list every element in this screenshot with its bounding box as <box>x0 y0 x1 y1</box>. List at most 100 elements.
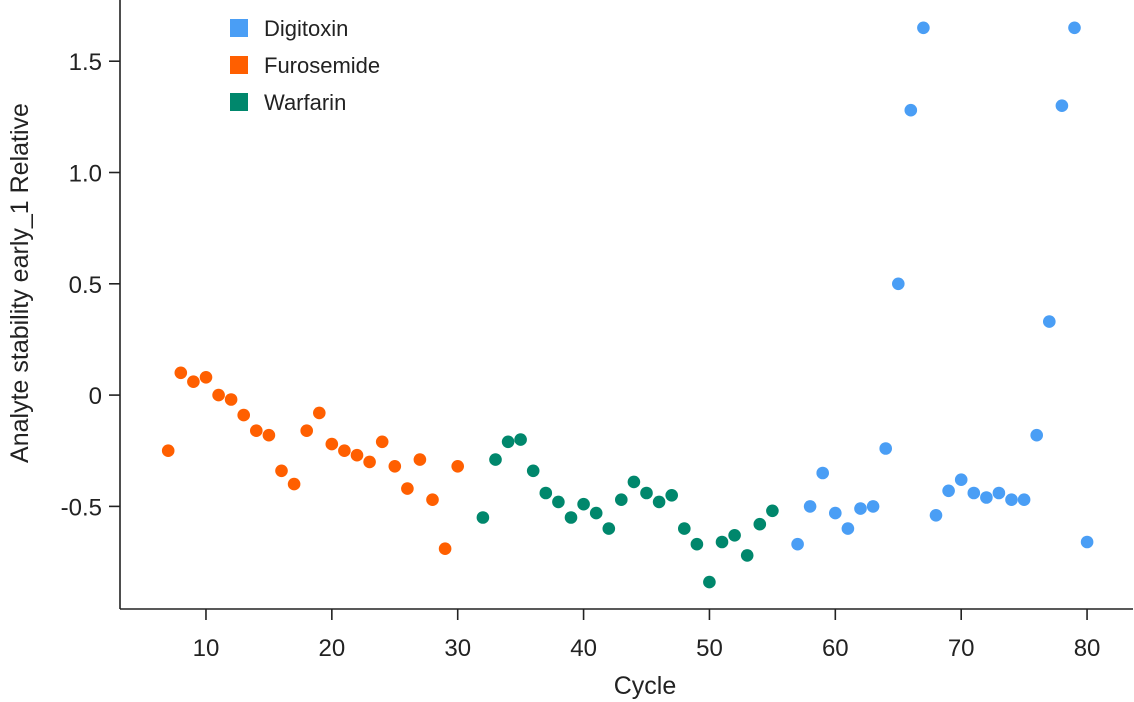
data-point-digitoxin <box>854 502 867 515</box>
y-ticks: 1.5 1.0 0.5 0 -0.5 <box>61 49 120 521</box>
legend-label: Furosemide <box>264 53 380 78</box>
data-point-warfarin <box>690 537 704 551</box>
data-point-digitoxin <box>1005 493 1018 507</box>
x-tick-label: 70 <box>948 635 975 662</box>
data-point-furosemide <box>426 493 439 507</box>
data-point-digitoxin <box>803 500 817 513</box>
data-point-furosemide <box>237 408 250 422</box>
data-point-warfarin <box>728 529 741 542</box>
data-point-digitoxin <box>1017 493 1031 507</box>
legend-item-digitoxin: Digitoxin <box>230 16 348 41</box>
data-point-warfarin <box>489 453 502 466</box>
data-point-furosemide <box>325 437 339 451</box>
data-point-furosemide <box>212 388 225 402</box>
x-axis-title: Cycle <box>614 672 677 700</box>
data-point-digitoxin <box>942 484 955 498</box>
data-point-warfarin <box>753 517 767 531</box>
data-point-warfarin <box>703 575 716 589</box>
data-point-furosemide <box>262 428 276 442</box>
data-point-furosemide <box>187 375 200 389</box>
data-point-furosemide <box>199 371 213 384</box>
data-point-furosemide <box>300 424 314 438</box>
legend-label: Digitoxin <box>264 16 348 41</box>
x-tick-label: 40 <box>570 635 597 662</box>
y-tick-label: -0.5 <box>61 494 102 521</box>
legend-swatch <box>230 56 248 74</box>
data-point-furosemide <box>161 444 175 458</box>
data-point-digitoxin <box>904 103 918 117</box>
data-point-warfarin <box>740 549 754 562</box>
data-point-furosemide <box>313 406 326 420</box>
x-tick-label: 20 <box>318 635 345 662</box>
data-point-warfarin <box>640 486 653 500</box>
x-tick-label: 30 <box>444 635 471 662</box>
x-tick-label: 60 <box>822 635 849 662</box>
legend-label: Warfarin <box>264 90 346 115</box>
data-point-warfarin <box>602 522 616 535</box>
data-point-warfarin <box>652 495 666 509</box>
data-point-digitoxin <box>816 466 829 480</box>
data-point-furosemide <box>275 464 288 478</box>
data-point-digitoxin <box>879 442 892 455</box>
data-point-warfarin <box>715 535 729 549</box>
data-point-warfarin <box>665 489 678 502</box>
axes-layer <box>119 0 1133 610</box>
x-tick-label: 80 <box>1074 635 1101 662</box>
data-point-digitoxin <box>1043 315 1056 328</box>
data-point-furosemide <box>363 455 376 469</box>
legend-item-warfarin: Warfarin <box>230 90 346 115</box>
data-point-digitoxin <box>866 500 880 513</box>
data-point-warfarin <box>539 486 553 500</box>
data-point-warfarin <box>526 464 540 478</box>
legend-swatch <box>230 19 248 37</box>
data-point-warfarin <box>577 497 590 511</box>
data-point-digitoxin <box>791 537 804 551</box>
data-point-warfarin <box>678 522 691 535</box>
data-point-warfarin <box>589 506 603 520</box>
data-point-warfarin <box>564 511 578 524</box>
data-point-warfarin <box>627 475 641 489</box>
x-tick-label: 10 <box>193 635 220 662</box>
y-tick-label: 1.5 <box>69 49 102 76</box>
x-ticks: 10 20 30 40 50 60 70 80 <box>193 609 1101 662</box>
data-point-digitoxin <box>892 277 905 291</box>
series-digitoxin <box>791 21 1094 551</box>
points-layer <box>161 21 1094 589</box>
data-point-digitoxin <box>841 522 855 535</box>
data-point-furosemide <box>350 448 364 462</box>
data-point-digitoxin <box>829 506 842 520</box>
data-point-digitoxin <box>967 486 981 500</box>
legend-swatch <box>230 93 248 111</box>
y-tick-label: 0.5 <box>69 272 102 299</box>
data-point-warfarin <box>615 493 628 507</box>
data-point-furosemide <box>413 453 427 466</box>
data-point-warfarin <box>476 511 490 524</box>
data-point-furosemide <box>287 477 301 491</box>
legend-item-furosemide: Furosemide <box>230 53 380 78</box>
data-point-furosemide <box>224 393 238 406</box>
data-point-digitoxin <box>1068 21 1081 35</box>
data-point-furosemide <box>451 460 465 473</box>
data-point-furosemide <box>388 460 402 473</box>
data-point-digitoxin <box>954 473 968 487</box>
x-tick-label: 50 <box>696 635 723 662</box>
series-furosemide <box>161 366 465 555</box>
data-point-furosemide <box>338 444 351 458</box>
data-point-digitoxin <box>1055 99 1069 112</box>
y-tick-label: 0 <box>89 383 102 410</box>
data-point-digitoxin <box>929 509 943 522</box>
data-point-digitoxin <box>1080 535 1094 549</box>
data-point-furosemide <box>174 366 188 380</box>
data-point-digitoxin <box>992 486 1006 500</box>
data-point-furosemide <box>401 482 414 495</box>
data-point-digitoxin <box>980 491 993 504</box>
legend: Digitoxin Furosemide Warfarin <box>230 16 380 115</box>
data-point-furosemide <box>438 542 452 555</box>
data-point-digitoxin <box>917 21 930 35</box>
data-point-furosemide <box>375 435 389 449</box>
data-point-digitoxin <box>1030 428 1043 442</box>
data-point-warfarin <box>552 495 565 509</box>
y-axis-title: Analyte stability early_1 Relative <box>6 103 34 463</box>
y-tick-label: 1.0 <box>69 161 102 188</box>
